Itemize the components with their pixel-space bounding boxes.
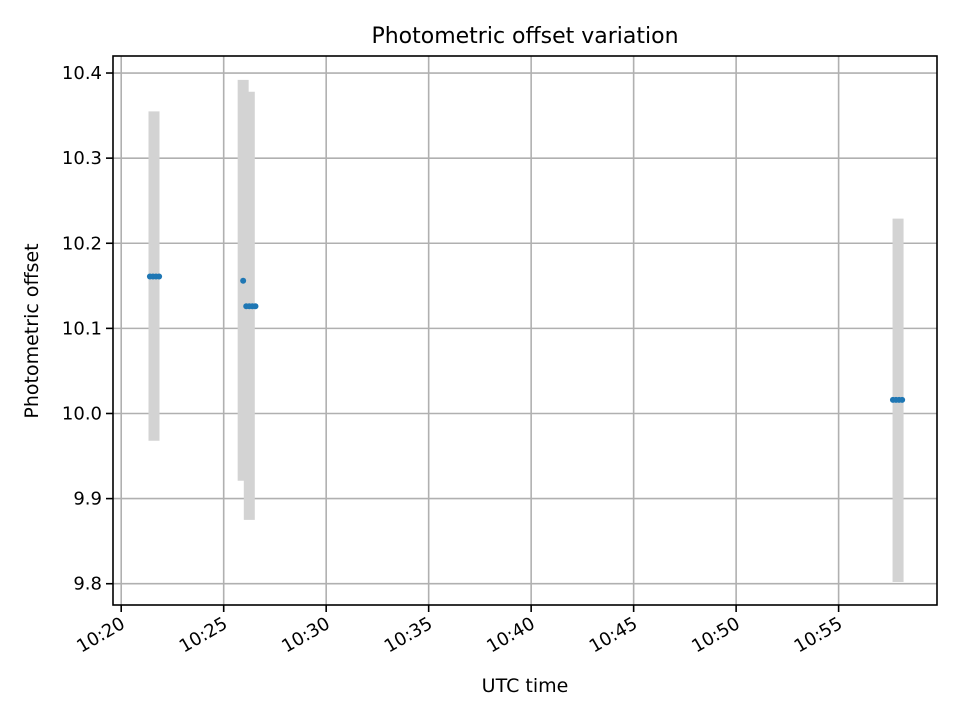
data-point: [156, 273, 163, 280]
plot-frame: [112, 55, 938, 606]
y-tick-label: 9.8: [73, 574, 102, 595]
y-tick-label: 10.0: [62, 403, 102, 424]
x-axis-label: UTC time: [482, 675, 569, 697]
y-tick-label: 10.1: [62, 318, 102, 339]
y-tick-label: 10.4: [62, 63, 102, 84]
y-tick-label: 10.2: [62, 233, 102, 254]
y-tick-label: 10.3: [62, 148, 102, 169]
chart-title: Photometric offset variation: [371, 24, 678, 49]
data-point: [240, 277, 247, 284]
y-axis-ticks: 9.8 9.9 10.0 10.1 10.2 10.3 10.4: [62, 63, 113, 595]
data-point: [899, 396, 906, 403]
data-point: [252, 303, 259, 310]
y-axis-label: Photometric offset: [21, 243, 43, 418]
data-points: [146, 273, 906, 403]
y-tick-label: 9.9: [73, 489, 102, 510]
